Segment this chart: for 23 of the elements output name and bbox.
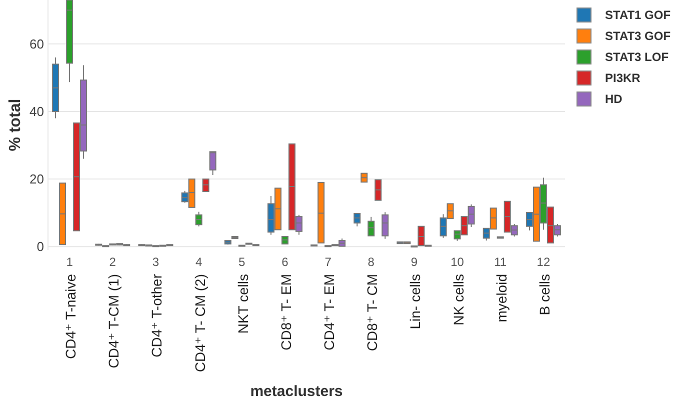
x-tick-label: 1 CD4⁺ T-naive [62,255,79,359]
legend-label: STAT3 GOF [605,29,671,44]
x-tick-label: 4 CD4⁺ T- CM (2) [192,255,208,372]
x-tick-label: 9 Lin- cells [407,255,424,330]
x-tick-label: 3 CD4⁺ T-other [148,255,165,358]
y-axis-title: % total [7,98,24,152]
x-tick-label: 10 NK cells [450,255,466,326]
y-tick-label: 60 [30,36,44,52]
x-tick-label: 8 CD8⁺ T- CM [364,255,380,352]
x-tick-label: 12 B cells [536,255,552,316]
x-tick-label: 5 NKT cells [234,255,251,334]
legend-label: STAT1 GOF [605,8,671,22]
x-tick-label: 11 myeloid [493,255,510,322]
legend-label: PI3KR [605,71,641,86]
legend-label: STAT3 LOF [605,50,669,64]
x-axis-title: metaclusters [250,383,343,400]
legend-label: HD [605,92,623,106]
x-tick-label: 6 CD8⁺ T- EM [278,255,294,350]
y-tick-label: 40 [30,104,44,120]
y-tick-label: 20 [30,172,44,187]
x-tick-label: 2 CD4⁺ T-CM (1) [106,255,122,368]
y-tick-label: 0 [36,239,44,254]
x-tick-label: 7 CD4⁺ T- EM [321,255,338,350]
